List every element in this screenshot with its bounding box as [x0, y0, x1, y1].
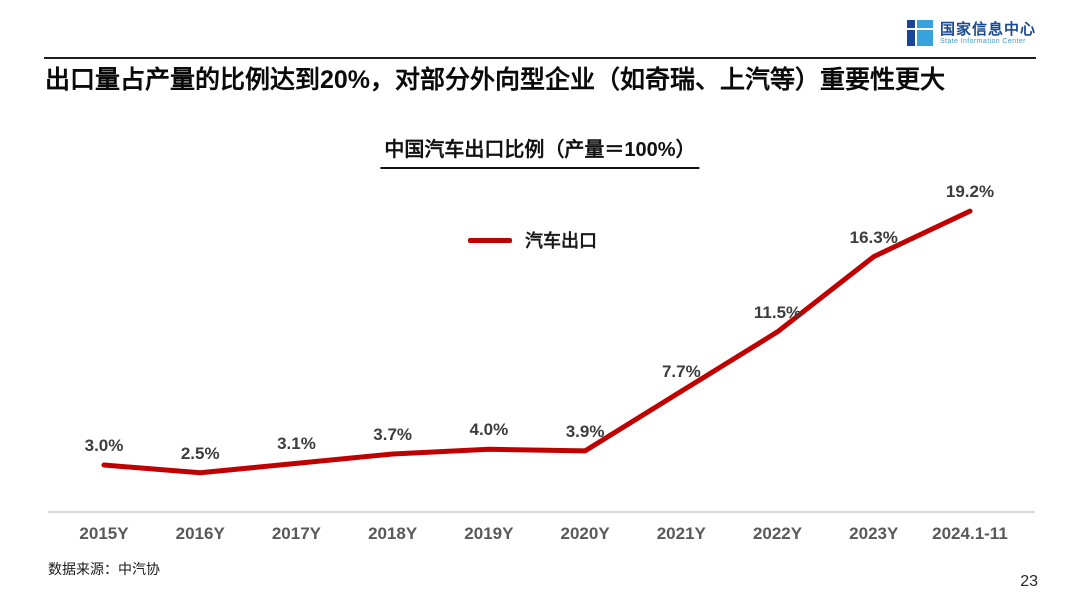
data-label: 2.5%: [180, 443, 220, 463]
page-number: 23: [1020, 573, 1038, 590]
chart-title: 中国汽车出口比例（产量＝100%）: [380, 133, 700, 169]
x-axis-label: 2016Y: [175, 524, 225, 543]
data-label: 11.5%: [753, 302, 802, 322]
org-logo-text: 国家信息中心 State Information Center: [940, 21, 1036, 45]
logo-block: [906, 30, 915, 46]
data-label: 3.7%: [373, 425, 413, 445]
x-axis-label: 2017Y: [271, 524, 322, 543]
x-axis-label: 2021Y: [656, 524, 706, 543]
org-name-en: State Information Center: [939, 38, 1026, 45]
logo-block: [906, 20, 915, 28]
org-name-cn: 国家信息中心: [939, 21, 1036, 38]
legend-series-label: 汽车出口: [525, 231, 597, 251]
x-axis-label: 2020Y: [560, 524, 610, 543]
x-axis-label: 2019Y: [464, 524, 514, 543]
data-label: 4.0%: [469, 420, 509, 440]
slide-title: 出口量占产量的比例达到20%，对部分外向型企业（如奇瑞、上汽等）重要性更大: [45, 66, 946, 94]
org-logo-icon: [906, 20, 933, 46]
logo-block: [916, 20, 933, 28]
x-axis-label: 2022Y: [752, 524, 803, 543]
data-label: 3.1%: [277, 434, 316, 454]
x-axis-label: 2024.1-11: [932, 524, 1008, 543]
org-logo: 国家信息中心 State Information Center: [906, 20, 1036, 46]
export-series-line: [101, 208, 973, 476]
header-divider: [44, 57, 1036, 59]
logo-block: [916, 30, 933, 46]
data-label: 3.0%: [84, 435, 124, 455]
source-note: 数据来源：中汽协: [48, 561, 160, 577]
data-label: 7.7%: [661, 362, 701, 382]
data-label: 3.9%: [565, 421, 605, 441]
legend-line-swatch: [468, 237, 512, 243]
chart-legend: 汽车出口: [468, 228, 597, 252]
data-label: 16.3%: [849, 227, 898, 247]
x-axis-label: 2023Y: [849, 524, 899, 543]
data-label: 19.2%: [945, 182, 995, 202]
x-axis-label: 2015Y: [79, 524, 129, 543]
x-axis-label: 2018Y: [368, 524, 418, 543]
